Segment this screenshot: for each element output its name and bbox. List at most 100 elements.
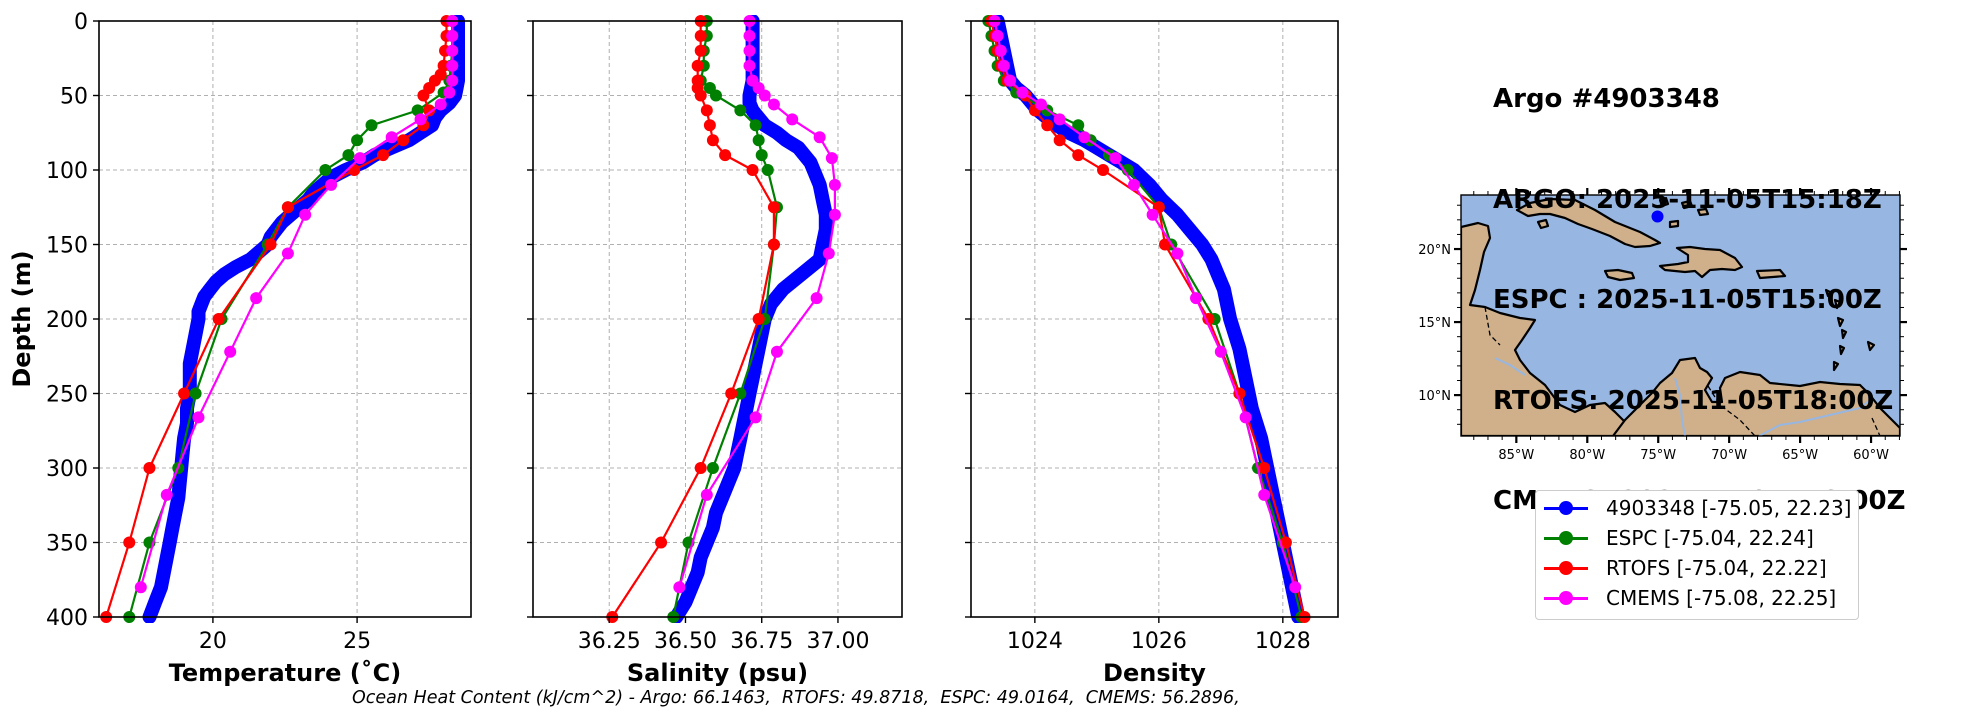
- data-point: [423, 104, 436, 117]
- land-south-america: [1611, 356, 1900, 436]
- data-point: [749, 411, 762, 424]
- data-point: [325, 178, 338, 191]
- river: [1494, 357, 1526, 376]
- data-point: [694, 29, 707, 42]
- y-tick-label: 100: [46, 159, 88, 184]
- data-point: [353, 152, 366, 165]
- data-point: [743, 29, 756, 42]
- map-lon-label: 75°W: [1640, 448, 1676, 463]
- data-point: [734, 104, 747, 117]
- data-point: [725, 387, 738, 400]
- legend-swatch-argo: [1544, 501, 1588, 515]
- data-point: [189, 387, 202, 400]
- argo-profile-line: [142, 15, 465, 623]
- legend-entry-argo: 4903348 [-75.05, 22.23]: [1544, 493, 1851, 523]
- x-axis-title: Temperature (˚C): [169, 659, 402, 687]
- data-point: [828, 208, 841, 221]
- data-point: [1053, 134, 1066, 147]
- data-point: [365, 119, 378, 132]
- temperature-profile-chart: 20 25050100150200250300350400Temperature …: [8, 10, 472, 687]
- series-argo-4903348: [669, 15, 833, 623]
- y-tick-label: 400: [46, 606, 88, 631]
- data-point: [743, 44, 756, 57]
- data-point: [446, 74, 459, 87]
- data-point: [250, 292, 263, 305]
- data-point: [1146, 208, 1159, 221]
- x-tick-label: 25: [343, 629, 371, 654]
- land-puerto-rico: [1755, 268, 1787, 280]
- data-point: [123, 536, 136, 549]
- data-point: [281, 201, 294, 214]
- data-point: [1258, 488, 1271, 501]
- series-argo-4903348: [142, 15, 465, 623]
- data-point: [709, 89, 722, 102]
- data-point: [691, 59, 704, 72]
- land-isle: [1536, 218, 1550, 230]
- x-tick-label: 1024: [1007, 629, 1063, 654]
- map-lon-label: 70°W: [1711, 448, 1747, 463]
- data-point: [224, 345, 237, 358]
- salinity-profile-chart: 36.25 36.50 36.75 37.00 Salinity (psu): [527, 15, 903, 687]
- y-tick-label: 50: [60, 85, 88, 110]
- data-point: [1053, 113, 1066, 126]
- data-point: [434, 98, 447, 111]
- land-bahamas: [1658, 196, 1710, 229]
- data-point: [1078, 131, 1091, 144]
- data-point: [446, 59, 459, 72]
- data-point: [752, 313, 765, 325]
- data-point: [1159, 238, 1172, 251]
- data-point: [1109, 152, 1122, 165]
- border: [1871, 417, 1881, 436]
- data-point: [1016, 86, 1029, 99]
- x-tick-label: 20: [199, 629, 227, 654]
- x-axis-title: Density: [1103, 659, 1206, 687]
- data-point: [1072, 149, 1085, 162]
- data-point: [342, 149, 355, 162]
- x-tick-label: 37.00: [806, 629, 869, 654]
- y-tick-label: 350: [46, 532, 88, 557]
- land-central-america: [1461, 221, 1629, 436]
- data-point: [377, 149, 390, 162]
- y-tick-label: 250: [46, 383, 88, 408]
- legend-entry-cmems: CMEMS [-75.08, 22.25]: [1544, 583, 1836, 613]
- data-point: [1041, 119, 1054, 132]
- data-point: [446, 44, 459, 57]
- title-float-id: Argo #4903348: [1493, 84, 1720, 114]
- data-point: [1035, 98, 1048, 111]
- data-point: [706, 462, 719, 474]
- data-point: [825, 152, 838, 165]
- y-tick-label: 0: [74, 10, 88, 35]
- map-lon-label: 85°W: [1498, 448, 1534, 463]
- x-tick-label: 1026: [1131, 629, 1187, 654]
- legend-label-espc: ESPC [-75.04, 22.24]: [1606, 526, 1814, 550]
- data-point: [414, 113, 427, 126]
- profile-title-block: Argo #4903348 ARGO: 2025-11-05T15:18Z ES…: [1493, 16, 1905, 552]
- data-point: [443, 86, 456, 99]
- series-rtofs: [606, 15, 780, 623]
- data-point: [1258, 462, 1271, 474]
- y-tick-label: 200: [46, 308, 88, 333]
- data-point: [828, 178, 841, 191]
- data-point: [192, 411, 205, 424]
- legend-entry-espc: ESPC [-75.04, 22.24]: [1544, 523, 1814, 553]
- data-point: [319, 164, 332, 176]
- data-point: [397, 134, 410, 147]
- data-point: [719, 149, 732, 162]
- data-point: [1239, 411, 1252, 424]
- model-profile-line: [139, 21, 454, 588]
- border: [1707, 385, 1756, 436]
- legend-label-argo: 4903348 [-75.05, 22.23]: [1606, 496, 1852, 520]
- land-lesser-antilles: [1824, 288, 1876, 372]
- map-lat-label: 20°N: [1418, 243, 1451, 258]
- data-point: [822, 247, 835, 260]
- map-lon-label: 80°W: [1569, 448, 1605, 463]
- border: [1484, 306, 1501, 346]
- y-tick-label: 300: [46, 457, 88, 482]
- location-map: 85°W 80°W 75°W 70°W 65°W 60°W 10°N 15°N 20°N: [1418, 188, 1907, 463]
- map-lat-label: 15°N: [1418, 316, 1451, 331]
- y-tick-label: 150: [46, 234, 88, 259]
- data-point: [767, 201, 780, 214]
- data-point: [178, 387, 191, 400]
- data-point: [299, 208, 312, 221]
